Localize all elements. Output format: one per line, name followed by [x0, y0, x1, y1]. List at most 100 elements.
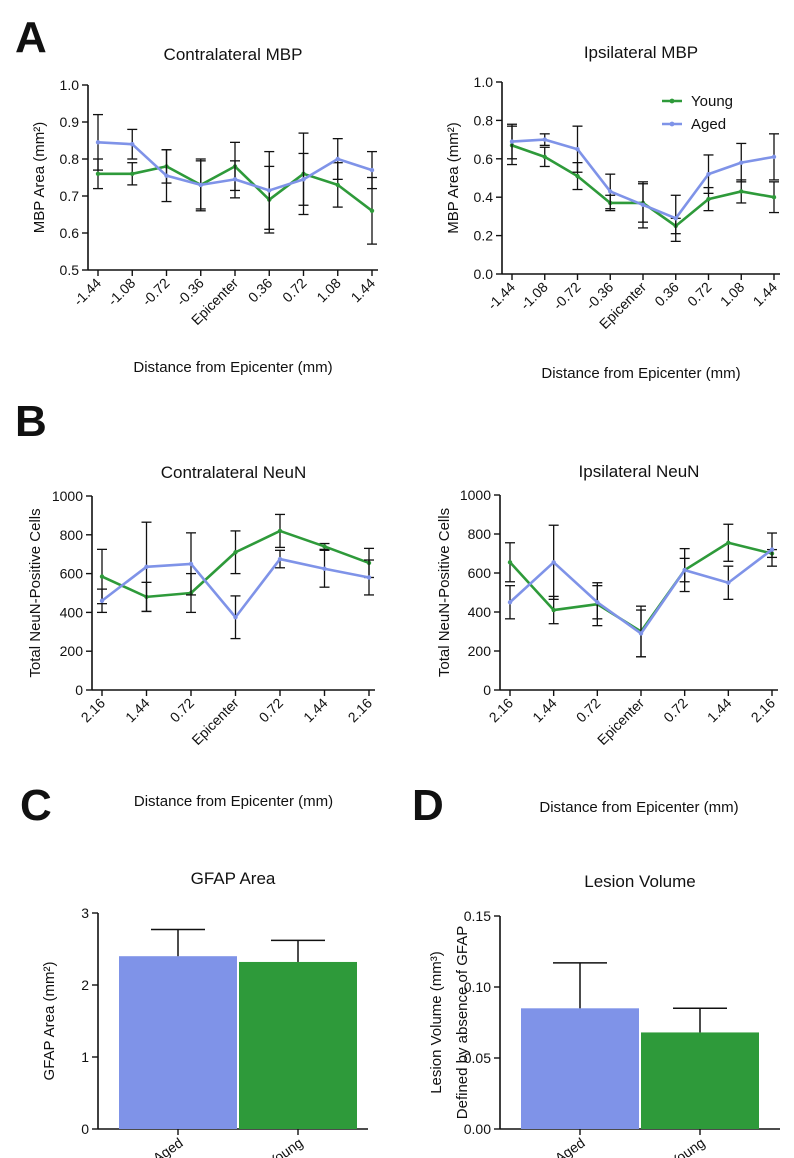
data-point	[99, 574, 105, 579]
x-tick-label: -1.08	[104, 275, 138, 309]
x-tick-label: 1.44	[750, 279, 781, 310]
x-tick-label: -1.08	[517, 279, 551, 313]
panel-letter-a: A	[15, 13, 47, 62]
x-tick-label: 0.36	[651, 279, 682, 310]
x-tick-label: 0.72	[573, 695, 604, 726]
data-point	[369, 167, 375, 173]
data-point	[335, 182, 340, 188]
y-tick-label: 1000	[460, 487, 491, 503]
data-point	[771, 154, 777, 160]
x-tick-label: 0.36	[245, 275, 276, 306]
series-aged	[505, 524, 777, 658]
y-tick-label: 0	[483, 682, 491, 698]
data-point	[575, 173, 580, 179]
x-tick-label: 0.72	[279, 275, 310, 306]
y-tick-label: 400	[60, 604, 84, 620]
data-point	[542, 154, 547, 160]
x-tick-label: Epicenter	[188, 695, 241, 748]
data-point	[232, 177, 238, 182]
x-tick-label: 0.72	[660, 695, 691, 726]
y-tick-label: 0.0	[474, 266, 494, 282]
y-tick-label: 0.7	[60, 188, 80, 204]
data-point	[369, 208, 375, 213]
data-point	[322, 544, 327, 549]
y-axis-label: Lesion Volume (mm³)	[428, 951, 445, 1094]
legend: Young Aged	[662, 93, 733, 133]
data-point	[233, 615, 238, 620]
data-point	[188, 561, 194, 567]
data-point	[95, 171, 101, 176]
y-tick-label: 3	[81, 905, 89, 921]
x-tick-label: 1.44	[529, 695, 560, 726]
data-point	[739, 189, 744, 194]
chart-title: Ipsilateral MBP	[584, 43, 698, 62]
data-point	[335, 156, 340, 162]
y-tick-label: 800	[60, 527, 84, 543]
y-tick-label: 200	[468, 643, 492, 659]
chart-title: Contralateral NeuN	[161, 463, 307, 482]
data-point	[726, 580, 731, 585]
y-tick-label: 1000	[52, 488, 83, 504]
x-axis-label: Distance from Epicenter (mm)	[133, 359, 332, 376]
data-point	[301, 177, 306, 182]
data-point	[509, 139, 515, 144]
x-axis-label: Distance from Epicenter (mm)	[541, 365, 740, 382]
y-axis-label: GFAP Area (mm²)	[41, 962, 58, 1081]
y-tick-label: 200	[60, 643, 84, 659]
x-tick-label: 0.72	[167, 695, 198, 726]
x-tick-label: 0.72	[684, 279, 715, 310]
series-aged	[93, 113, 377, 230]
x-tick-label: -1.44	[70, 275, 104, 309]
x-tick-label: Young	[264, 1134, 305, 1158]
y-tick-label: 0.6	[60, 225, 80, 241]
y-tick-label: 0.9	[60, 114, 80, 130]
x-tick-label: Young	[666, 1134, 707, 1158]
y-tick-label: 600	[468, 565, 492, 581]
y-tick-label: 0.8	[60, 151, 80, 167]
chart-ipsi-neun: Ipsilateral NeuN 0 200 400 600 800 1000 Total N…	[436, 462, 778, 816]
charts: Contralateral MBP 0.5 0.6 0.7 0.8 0.9 1.0 MBP A…	[27, 43, 780, 1158]
data-point	[130, 171, 135, 176]
x-tick-label: Aged	[150, 1134, 186, 1158]
data-point	[198, 182, 203, 188]
x-tick-label: 0.72	[256, 695, 287, 726]
data-point	[507, 560, 513, 565]
panel-letter-c: C	[20, 781, 52, 830]
x-tick-label: 1.08	[717, 279, 748, 310]
y-tick-label: 600	[60, 566, 84, 582]
legend-marker	[669, 98, 675, 104]
data-point	[706, 196, 711, 202]
x-tick-label: Epicenter	[594, 695, 647, 748]
x-tick-label: 1.44	[300, 695, 331, 726]
legend-marker	[669, 121, 675, 127]
data-point	[726, 540, 731, 545]
data-point	[551, 607, 556, 613]
data-point	[682, 567, 687, 573]
data-point	[595, 600, 600, 605]
y-axis-label: MBP Area (mm²)	[445, 122, 462, 233]
y-tick-label: 0	[75, 682, 83, 698]
x-tick-label: -0.72	[550, 279, 584, 313]
y-axis-label: Total NeuN-Positive Cells	[436, 508, 453, 677]
data-point	[322, 566, 327, 571]
data-point	[673, 216, 678, 221]
x-tick-label: -1.44	[484, 279, 518, 313]
y-tick-label: 0.10	[464, 979, 491, 995]
y-tick-label: 0.8	[474, 112, 494, 128]
y-tick-label: 1.0	[60, 77, 80, 93]
legend-label-young: Young	[691, 93, 733, 110]
bar-aged	[119, 956, 237, 1129]
data-point	[130, 142, 135, 147]
data-point	[640, 202, 646, 208]
y-tick-label: 0.05	[464, 1050, 491, 1066]
data-point	[144, 564, 149, 570]
data-point	[542, 137, 547, 142]
data-point	[99, 598, 105, 603]
series-aged	[507, 123, 779, 243]
legend-label-aged: Aged	[691, 116, 726, 133]
data-point	[608, 189, 613, 194]
data-point	[575, 147, 580, 152]
chart-contra-mbp: Contralateral MBP 0.5 0.6 0.7 0.8 0.9 1.0 MBP A…	[31, 45, 378, 376]
data-point	[706, 171, 711, 177]
